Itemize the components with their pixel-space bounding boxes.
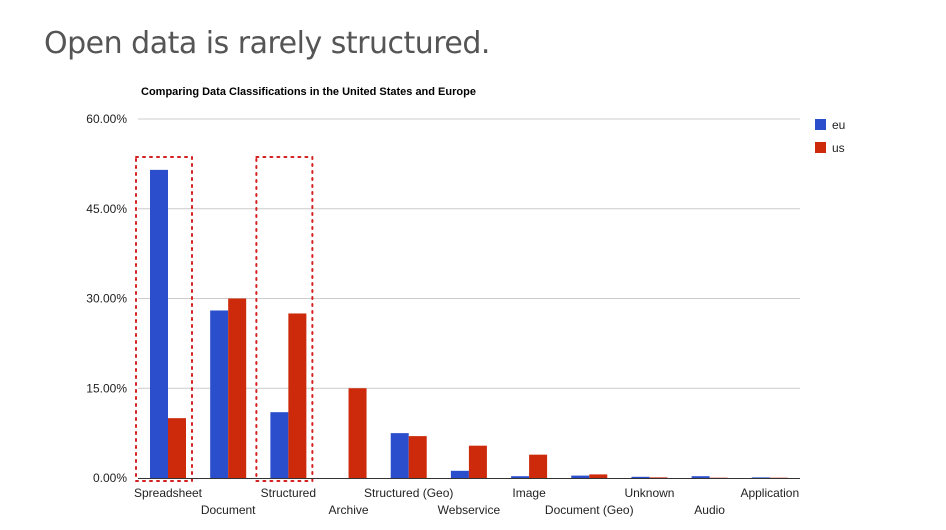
highlight-boxes	[135, 156, 314, 482]
bar-eu-document	[210, 310, 229, 478]
bar-us-image	[529, 454, 548, 478]
y-axis-ticks: 0.00% 15.00% 30.00% 45.00% 60.00%	[86, 112, 127, 485]
legend-swatch-eu	[815, 119, 826, 130]
bar-us-document	[228, 298, 247, 478]
legend-swatch-us	[815, 142, 826, 153]
x-category-label: Application	[740, 486, 799, 500]
bar-us-archive	[348, 388, 367, 478]
x-category-label: Image	[512, 486, 546, 500]
bar-eu-application	[751, 477, 770, 478]
bar-us-webservice	[468, 445, 487, 478]
x-category-label: Webservice	[438, 503, 501, 517]
x-category-label: Spreadsheet	[134, 486, 203, 500]
y-tick-label: 30.00%	[86, 292, 127, 306]
bar-eu-webservice	[450, 470, 469, 478]
x-axis-labels: Spreadsheet Document Structured Archive Stru…	[134, 486, 799, 517]
bar-eu-structured	[270, 412, 289, 478]
bar-eu-unknown	[631, 476, 650, 478]
x-category-label: Structured	[261, 486, 316, 500]
bar-us-document-geo	[589, 474, 608, 478]
y-tick-label: 0.00%	[93, 471, 127, 485]
x-category-label: Document	[201, 503, 256, 517]
chart-legend: eu us	[815, 118, 845, 155]
x-category-label: Audio	[694, 503, 725, 517]
x-category-label: Archive	[329, 503, 369, 517]
y-tick-label: 15.00%	[86, 381, 127, 395]
x-category-label: Structured (Geo)	[364, 486, 453, 500]
bar-us-structured-geo	[408, 436, 427, 478]
bar-eu-structured-geo	[390, 433, 409, 478]
legend-label-us: us	[832, 141, 845, 155]
chart-gridlines	[138, 118, 800, 389]
highlight-box-structured	[255, 156, 314, 482]
bar-eu-document-geo	[571, 475, 590, 478]
bar-eu-image	[511, 476, 530, 478]
chart-bars	[150, 169, 788, 478]
x-category-label: Document (Geo)	[545, 503, 634, 517]
bar-us-spreadsheet	[168, 418, 186, 478]
slide-title: Open data is rarely structured.	[44, 26, 490, 61]
bar-us-unknown	[649, 477, 668, 478]
bar-eu-audio	[691, 476, 710, 478]
legend-label-eu: eu	[832, 118, 845, 132]
chart-title: Comparing Data Classifications in the Un…	[141, 86, 476, 98]
y-tick-label: 45.00%	[86, 202, 127, 216]
bar-eu-spreadsheet	[150, 169, 168, 478]
bar-us-structured	[288, 313, 307, 478]
y-tick-label: 60.00%	[86, 112, 127, 126]
x-category-label: Unknown	[624, 486, 674, 500]
highlight-box-spreadsheet	[135, 156, 193, 482]
